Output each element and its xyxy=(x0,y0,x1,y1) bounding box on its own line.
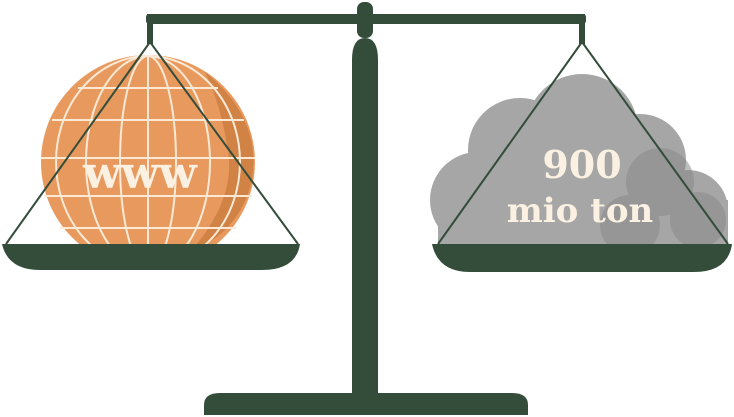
right-pan-group: 900 mio ton xyxy=(430,41,732,272)
globe-icon: www xyxy=(41,55,255,269)
beam-right-hanger xyxy=(579,14,585,44)
cloud-label-line1: 900 xyxy=(542,142,621,187)
cloud-label-line2: mio ton xyxy=(507,191,654,231)
right-pan-strings xyxy=(437,41,729,245)
balance-scale-icon xyxy=(146,2,586,415)
left-pan-dish xyxy=(2,244,300,270)
scale-beam xyxy=(146,14,586,24)
scale-post xyxy=(352,38,378,395)
globe-label: www xyxy=(82,148,198,199)
right-pan-dish xyxy=(432,244,732,272)
left-pan-group: www xyxy=(2,41,300,270)
scale-base xyxy=(204,393,528,415)
cloud-icon: 900 mio ton xyxy=(430,74,728,257)
beam-left-hanger xyxy=(147,14,153,44)
left-pan-strings xyxy=(5,41,299,245)
